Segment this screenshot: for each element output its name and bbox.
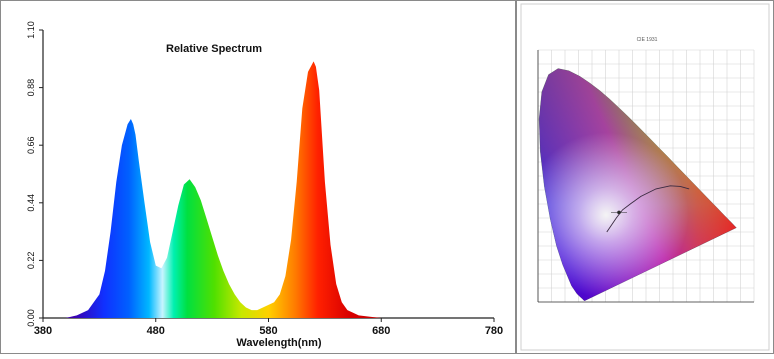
spectrum-area [65,61,404,319]
x-tick-label: 680 [372,325,390,337]
axes [537,50,754,303]
spectrum-chart: 380 480 580 680 7800.000.220.440.660.881.10 … [0,0,516,354]
y-tick-label: 1.10 [26,21,36,39]
relative-spectrum-panel: 380 480 580 680 780 0.00 0.22 0.44 0.66 0.88 1.10 … [0,0,516,354]
x-tick-label: 480 [147,325,165,337]
panel-border [0,0,516,354]
y-tick-label: 0.44 [26,194,36,212]
tick-group: 380 480 580 680 780 0.00 0.22 0.44 0.66 0.88 1.10 [26,21,503,337]
chart-title: Relative Spectrum [166,43,262,55]
y-tick-label: 0.00 [26,309,36,327]
x-tick-label: 580 [259,325,277,337]
inner-frame [520,3,770,351]
y-tick-label: 0.66 [26,136,36,154]
cie-title: CIE 1931 [637,37,658,43]
x-tick-label: 380 [34,325,52,337]
plot-area [65,61,404,319]
y-tick-label: 0.88 [26,79,36,97]
cie-chart: CIE 1931 [516,0,774,354]
x-axis-label: Wavelength(nm) [236,337,321,349]
spectral-locus [538,68,737,301]
y-tick-label: 0.22 [26,252,36,270]
planckian-locus [606,185,690,233]
cie-diagram-panel: CIE 1931 [516,0,774,354]
overlay [538,68,737,301]
x-tick-label: 780 [485,325,503,337]
